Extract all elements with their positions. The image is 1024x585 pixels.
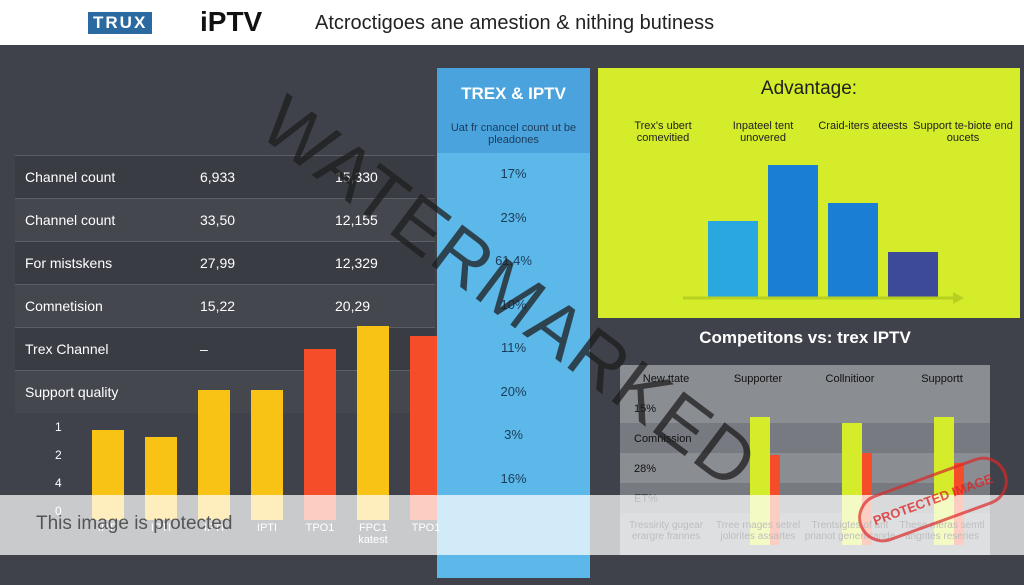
cell: Channel count [25,169,116,185]
brand: iPTV [200,6,263,37]
cell: 12,155 [335,212,378,228]
table-row: For mistskens 27,99 12,329 [15,241,435,284]
cell: 12,329 [335,255,378,271]
center-value: 16% [500,470,527,486]
table-row: Channel count 33,50 12,155 [15,198,435,241]
center-value: 61,4% [495,253,532,268]
center-head [437,68,590,153]
center-subtitle: Uat fr cnancel count ut be pleadones [450,122,577,146]
advantage-chart [683,165,964,304]
cell: Trex Channel [25,341,109,357]
cell: 27,99 [200,255,236,271]
cell: Channel count [25,212,116,228]
bar [357,326,389,520]
advantage-item: Craid-iters ateests [818,120,908,132]
column-header: New ttate [642,373,690,385]
cell: 6,933 [200,169,236,185]
competitors-title: Competitons vs: trex IPTV [699,328,911,347]
band [620,423,990,453]
row-label: Comnission [634,433,692,445]
center-value: 20% [500,383,527,399]
cell: 20,29 [335,298,371,314]
y-tick-label: 2 [55,448,62,462]
cell: Comnetision [25,298,103,314]
cell: – [200,341,208,357]
table-row: Comnetision 15,22 20,29 [15,284,435,327]
y-tick-label: 1 [55,420,62,434]
bar [768,165,818,298]
cell: 15,330 [335,169,378,185]
header-title: Atcroctigoes ane amestion & nithing buti… [315,12,715,34]
strip-text: This image is protected [36,513,233,534]
advantage-item: Trex's ubert comevitied [634,120,692,144]
cell: Support quality [25,384,119,400]
center-value: 17% [500,166,527,181]
row-label: 15% [634,403,657,415]
cell: 15,22 [200,298,236,314]
center-title: TREX & IPTV [461,84,566,103]
advantage-item: Inpateel tent unovered [732,120,794,144]
advantage-panel: Advantage: Trex's ubert comevitied Inpate… [598,68,1020,318]
cell: For mistskens [25,255,113,271]
center-value: 11% [500,340,527,355]
table-row: Channel count 6,933 15,330 [15,155,435,198]
arrow [953,292,964,304]
table-row: Support quality [15,370,435,413]
column-header: Collnitioor [825,373,875,385]
logo: TRUX [88,12,153,34]
y-tick-label: 4 [55,476,62,490]
advantage-item: Support te-biote end oucets [913,120,1013,144]
left-bars [92,326,442,520]
bar [410,336,442,520]
center-value: 3% [504,427,523,442]
header: TRUX iPTV Atcroctigoes ane amestion & ni… [0,0,1024,45]
column-header: Supportt [921,373,963,385]
center-value: 23% [500,209,527,225]
protected-strip: This image is protected [0,495,1024,555]
bar [708,221,758,298]
advantage-title: Advantage: [760,78,858,99]
bar [304,349,336,520]
row-label: 28% [634,463,657,475]
column-header: Supporter [733,373,783,385]
center-value: 10% [500,296,527,312]
bar [828,203,878,298]
bar [888,252,938,298]
cell: 33,50 [200,212,236,228]
